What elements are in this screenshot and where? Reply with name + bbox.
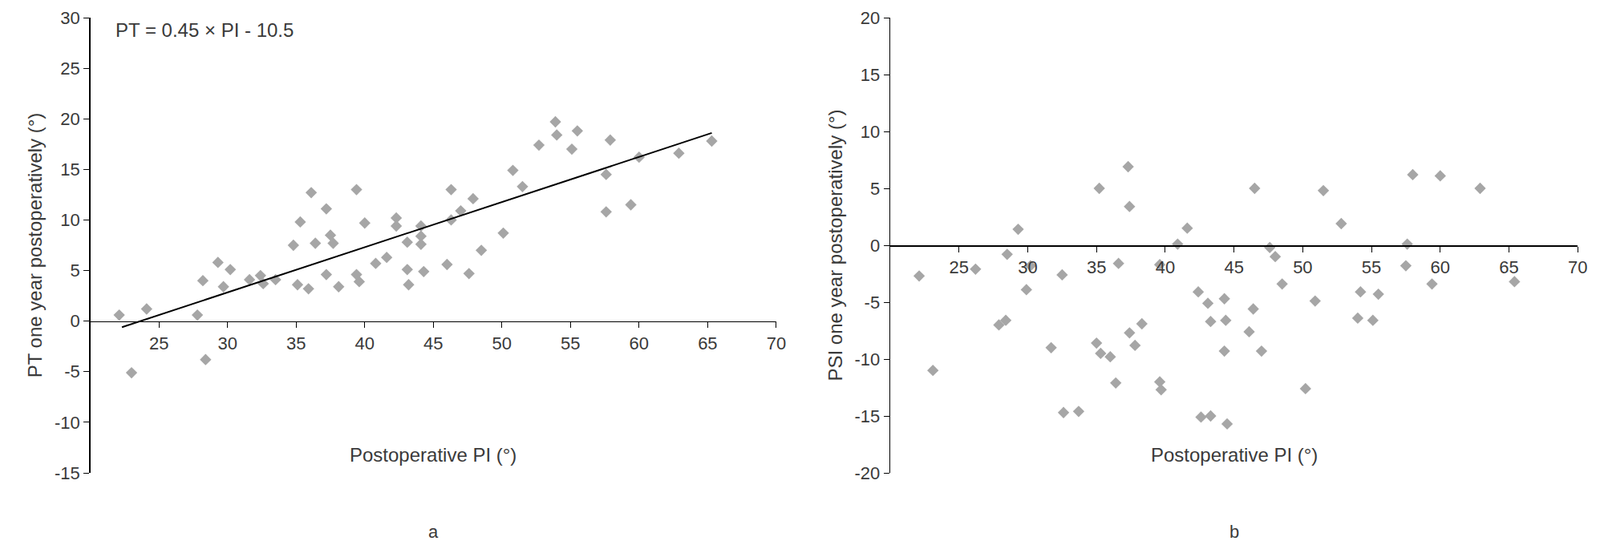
svg-text:-5: -5 — [64, 361, 81, 382]
svg-text:35: 35 — [286, 333, 306, 354]
svg-text:a: a — [428, 522, 439, 543]
svg-text:Postoperative PI (°): Postoperative PI (°) — [349, 444, 517, 466]
svg-text:0: 0 — [870, 235, 880, 256]
svg-text:35: 35 — [1086, 257, 1106, 278]
svg-text:-15: -15 — [54, 463, 81, 484]
svg-text:0: 0 — [70, 311, 81, 332]
svg-text:50: 50 — [492, 333, 512, 354]
svg-text:40: 40 — [355, 333, 375, 354]
svg-text:-5: -5 — [864, 292, 881, 313]
svg-text:25: 25 — [949, 257, 969, 278]
svg-text:-20: -20 — [854, 463, 880, 484]
svg-text:60: 60 — [1430, 257, 1451, 278]
svg-text:20: 20 — [860, 8, 880, 29]
svg-text:60: 60 — [629, 333, 649, 354]
svg-text:10: 10 — [60, 210, 80, 231]
svg-text:10: 10 — [860, 121, 880, 142]
svg-text:70: 70 — [1567, 257, 1588, 278]
svg-text:5: 5 — [870, 178, 880, 199]
svg-text:PSI one year postoperatively (: PSI one year postoperatively (°) — [824, 109, 847, 381]
svg-text:-10: -10 — [54, 413, 81, 434]
svg-text:55: 55 — [1361, 257, 1382, 278]
svg-text:70: 70 — [766, 333, 786, 354]
svg-text:20: 20 — [60, 109, 80, 130]
svg-text:15: 15 — [860, 64, 880, 86]
svg-text:Postoperative PI (°): Postoperative PI (°) — [1150, 444, 1318, 466]
svg-text:45: 45 — [423, 333, 443, 354]
svg-text:25: 25 — [149, 333, 169, 354]
svg-text:5: 5 — [70, 260, 81, 281]
svg-text:65: 65 — [1498, 257, 1519, 278]
svg-text:55: 55 — [560, 333, 580, 354]
svg-text:30: 30 — [217, 333, 237, 354]
svg-text:45: 45 — [1223, 257, 1244, 278]
svg-text:-10: -10 — [854, 349, 880, 370]
svg-text:15: 15 — [60, 159, 80, 180]
svg-text:40: 40 — [1155, 257, 1175, 278]
svg-text:25: 25 — [60, 58, 80, 79]
svg-text:30: 30 — [60, 8, 80, 29]
svg-text:65: 65 — [697, 333, 717, 354]
svg-text:PT = 0.45 × PI - 10.5: PT = 0.45 × PI - 10.5 — [115, 19, 294, 41]
svg-text:30: 30 — [1017, 257, 1037, 278]
svg-text:PT one year postoperatively (°: PT one year postoperatively (°) — [24, 113, 46, 379]
svg-text:b: b — [1229, 522, 1240, 543]
svg-text:-15: -15 — [854, 406, 880, 427]
svg-text:50: 50 — [1292, 257, 1313, 278]
